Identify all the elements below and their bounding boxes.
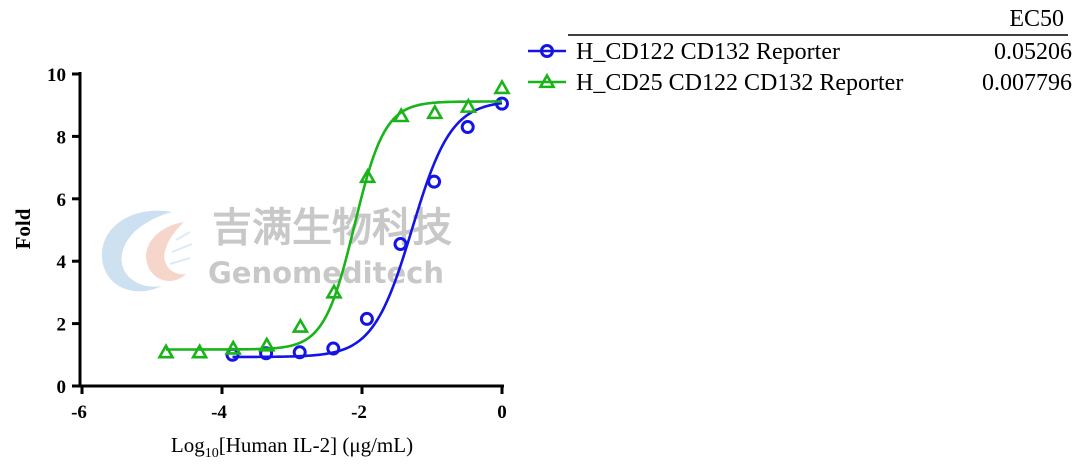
data-point	[493, 78, 511, 95]
series-fit-curve	[232, 101, 503, 359]
data-point	[393, 237, 408, 252]
series-1	[225, 96, 509, 362]
axes: 0 2 4 6 8 10 -6 -4 -2 0	[47, 65, 507, 423]
y-tick-label: 4	[57, 252, 67, 273]
x-axis-title-suffix: [Human IL-2] (μg/mL)	[219, 433, 413, 457]
data-point	[459, 97, 478, 113]
genomeditech-logo	[101, 210, 193, 292]
data-point	[224, 339, 242, 355]
legend-ec50-value: 0.05206	[994, 39, 1072, 65]
data-point	[325, 283, 343, 299]
y-ticks: 0 2 4 6 8 10	[47, 65, 80, 398]
x-tick-label: -4	[211, 402, 227, 423]
data-point	[358, 167, 377, 184]
y-tick-label: 10	[47, 65, 66, 86]
x-tick-label: 0	[497, 402, 507, 423]
data-point	[326, 341, 341, 356]
x-ticks: -6 -4 -2 0	[71, 386, 507, 423]
series-2	[157, 78, 511, 359]
watermark-english: Genomeditech	[208, 256, 444, 290]
legend-series-name: H_CD25 CD122 CD132 Reporter	[576, 70, 903, 96]
legend-row: H_CD25 CD122 CD132 Reporter 0.007796	[528, 70, 1072, 96]
legend-ec50-value: 0.007796	[982, 70, 1072, 96]
legend-row: H_CD122 CD132 Reporter 0.05206	[528, 39, 1072, 65]
legend-rows: H_CD122 CD132 Reporter 0.05206 H_CD25 CD12…	[528, 39, 1072, 96]
plot-area	[157, 78, 511, 362]
data-point	[157, 343, 175, 359]
data-point	[460, 120, 475, 135]
x-tick-label: -6	[71, 402, 87, 423]
x-axis-title-subscript: 10	[205, 446, 219, 461]
y-tick-label: 8	[57, 127, 67, 148]
x-tick-label: -2	[351, 402, 367, 423]
data-point	[427, 174, 442, 189]
data-point	[190, 343, 209, 359]
x-axis-title: Log10[Human IL-2] (μg/mL)	[171, 433, 413, 461]
y-tick-label: 0	[57, 377, 67, 398]
x-axis-title-prefix: Log	[171, 433, 205, 457]
y-axis-title: Fold	[11, 208, 35, 249]
data-point	[292, 345, 307, 360]
y-tick-label: 6	[57, 190, 67, 211]
watermark: 吉满生物科技 Genomeditech	[101, 205, 452, 292]
legend-series-name: H_CD122 CD132 Reporter	[576, 39, 840, 65]
data-point	[291, 317, 310, 333]
data-point	[426, 103, 444, 120]
circle-marker-icon	[540, 44, 554, 58]
data-point	[495, 96, 509, 111]
legend-ec50-header: EC50	[1009, 6, 1064, 32]
data-point	[392, 106, 410, 123]
y-tick-label: 2	[57, 315, 67, 336]
triangle-marker-icon	[538, 72, 556, 89]
data-point	[258, 336, 276, 352]
data-point	[359, 311, 374, 326]
legend: EC50 H_CD122 CD132 Reporter 0.05206 H_CD25…	[528, 6, 1072, 96]
